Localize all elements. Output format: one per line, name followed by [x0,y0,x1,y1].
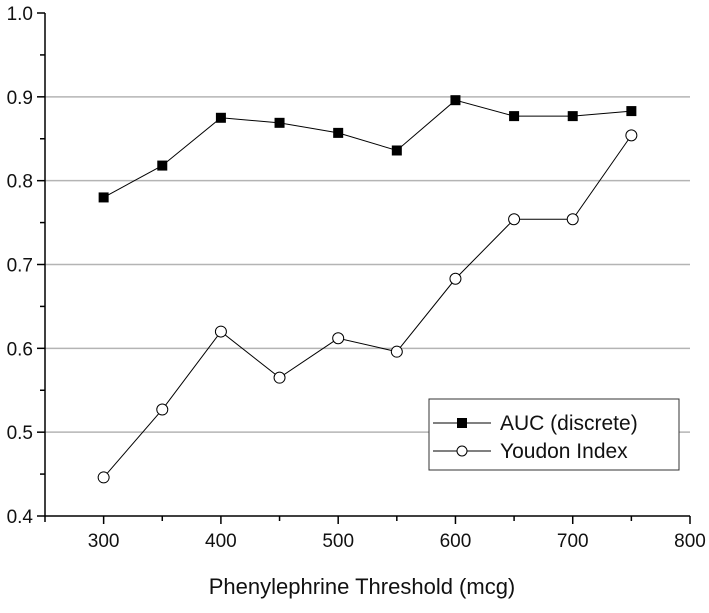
x-axis-title: Phenylephrine Threshold (mcg) [209,574,516,599]
data-point-square [157,160,168,171]
data-point-circle [508,213,521,226]
series-auc-discrete [98,95,637,203]
x-tick-label: 800 [674,531,706,552]
x-tick-label: 400 [205,531,237,552]
y-tick-label: 0.6 [7,339,33,360]
axes: 0.4 0.5 0.6 0.7 0.8 0.9 1.0 300 400 500 600 700 800 [7,4,706,552]
gridlines [45,96,690,433]
data-point-square [626,106,637,117]
filled-square-marker-icon [457,418,467,428]
y-tick-label: 0.7 [7,256,33,277]
data-point-square [509,111,520,122]
y-tick-label: 0.4 [7,507,34,528]
data-point-circle [97,471,110,484]
legend-box [428,398,680,471]
data-point-circle [390,345,403,358]
data-point-circle [214,325,227,338]
data-point-circle [566,213,579,226]
data-point-square [333,127,344,138]
y-tick-label: 0.9 [7,88,33,109]
data-series [97,95,638,484]
series-line [103,99,632,198]
data-point-square [450,95,461,106]
series-youdon-index [97,129,638,484]
y-tick-label: 0.8 [7,172,33,193]
open-circle-marker-icon [456,445,468,457]
data-point-square [567,111,578,122]
data-point-circle [449,272,462,285]
legend: AUC (discrete) Youdon Index [428,398,680,471]
data-point-square [274,117,285,128]
legend-entry-youdon: Youdon Index [433,440,628,463]
data-point-circle [625,129,638,142]
data-point-square [98,192,109,203]
legend-label-auc: AUC (discrete) [500,412,638,435]
data-point-square [215,112,226,123]
data-point-square [391,145,402,156]
series-line [103,135,632,478]
x-tick-label: 500 [322,531,354,552]
x-tick-label: 300 [88,531,120,552]
x-tick-label: 600 [440,531,472,552]
y-tick-label: 0.5 [7,423,33,444]
legend-label-youdon: Youdon Index [500,440,628,463]
data-point-circle [156,403,169,416]
legend-entry-auc: AUC (discrete) [433,412,638,435]
y-tick-label: 1.0 [7,4,33,25]
data-point-circle [332,332,345,345]
data-point-circle [273,371,286,384]
x-tick-label: 700 [557,531,589,552]
